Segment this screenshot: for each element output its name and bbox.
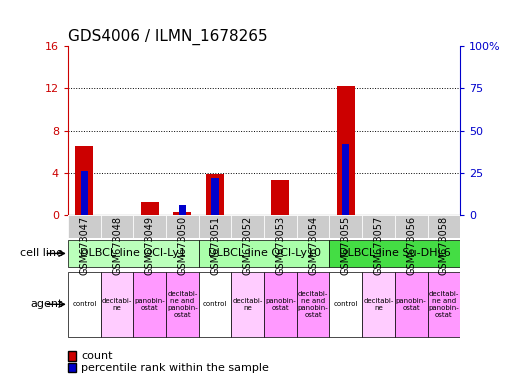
Bar bbox=[329, 272, 362, 336]
Text: percentile rank within the sample: percentile rank within the sample bbox=[81, 363, 269, 373]
Bar bbox=[68, 215, 100, 238]
Bar bbox=[264, 272, 297, 336]
Bar bbox=[362, 272, 395, 336]
Text: GSM673054: GSM673054 bbox=[308, 216, 318, 275]
Bar bbox=[362, 215, 395, 238]
Text: decitabi-
ne: decitabi- ne bbox=[102, 298, 132, 311]
Text: cell line: cell line bbox=[20, 248, 63, 258]
Bar bbox=[75, 146, 93, 215]
Bar bbox=[141, 202, 158, 215]
Bar bbox=[199, 215, 231, 238]
Bar bbox=[395, 272, 428, 336]
Text: GSM673052: GSM673052 bbox=[243, 216, 253, 275]
Text: GSM673051: GSM673051 bbox=[210, 216, 220, 275]
Bar bbox=[428, 272, 460, 336]
Text: GSM673048: GSM673048 bbox=[112, 216, 122, 275]
Bar bbox=[297, 272, 329, 336]
Bar bbox=[199, 272, 231, 336]
Bar bbox=[297, 215, 329, 238]
Bar bbox=[231, 272, 264, 336]
Bar bbox=[329, 215, 362, 238]
Text: DLBCL line OCI-Ly1: DLBCL line OCI-Ly1 bbox=[81, 248, 186, 258]
Text: panobin-
ostat: panobin- ostat bbox=[265, 298, 296, 311]
Text: GSM673058: GSM673058 bbox=[439, 216, 449, 275]
Bar bbox=[179, 205, 186, 215]
Text: GDS4006 / ILMN_1678265: GDS4006 / ILMN_1678265 bbox=[68, 28, 268, 45]
Bar bbox=[166, 215, 199, 238]
Text: GSM673055: GSM673055 bbox=[341, 216, 351, 275]
Bar bbox=[395, 215, 428, 238]
Bar bbox=[174, 212, 191, 215]
Text: decitabi-
ne and
panobin-
ostat: decitabi- ne and panobin- ostat bbox=[298, 291, 328, 318]
Text: decitabi-
ne and
panobin-
ostat: decitabi- ne and panobin- ostat bbox=[167, 291, 198, 318]
Bar bbox=[271, 180, 289, 215]
Bar bbox=[264, 215, 297, 238]
Bar bbox=[206, 174, 224, 215]
Text: DLBCL line OCI-Ly10: DLBCL line OCI-Ly10 bbox=[208, 248, 321, 258]
Text: decitabi-
ne: decitabi- ne bbox=[233, 298, 263, 311]
Bar bbox=[100, 215, 133, 238]
Bar bbox=[68, 240, 199, 267]
Text: GSM673053: GSM673053 bbox=[276, 216, 286, 275]
Bar bbox=[166, 272, 199, 336]
Text: agent: agent bbox=[30, 299, 63, 310]
Text: panobin-
ostat: panobin- ostat bbox=[396, 298, 427, 311]
Bar bbox=[81, 171, 88, 215]
Bar bbox=[133, 215, 166, 238]
Text: GSM673057: GSM673057 bbox=[373, 216, 383, 275]
Text: control: control bbox=[334, 301, 358, 307]
Text: GSM673049: GSM673049 bbox=[145, 216, 155, 275]
Text: panobin-
ostat: panobin- ostat bbox=[134, 298, 165, 311]
Bar bbox=[68, 272, 100, 336]
Bar bbox=[329, 240, 460, 267]
Bar bbox=[100, 272, 133, 336]
Text: GSM673050: GSM673050 bbox=[177, 216, 187, 275]
Text: GSM673047: GSM673047 bbox=[79, 216, 89, 275]
Bar bbox=[211, 178, 219, 215]
Bar bbox=[428, 215, 460, 238]
Bar bbox=[231, 215, 264, 238]
Text: decitabi-
ne and
panobin-
ostat: decitabi- ne and panobin- ostat bbox=[428, 291, 459, 318]
Text: count: count bbox=[81, 351, 112, 361]
Text: decitabi-
ne: decitabi- ne bbox=[363, 298, 394, 311]
Bar bbox=[199, 240, 329, 267]
Text: GSM673056: GSM673056 bbox=[406, 216, 416, 275]
Text: control: control bbox=[203, 301, 228, 307]
Text: DLBCL line Su-DHL6: DLBCL line Su-DHL6 bbox=[339, 248, 451, 258]
Bar bbox=[337, 86, 355, 215]
Bar bbox=[133, 272, 166, 336]
Bar bbox=[342, 144, 349, 215]
Text: control: control bbox=[72, 301, 97, 307]
